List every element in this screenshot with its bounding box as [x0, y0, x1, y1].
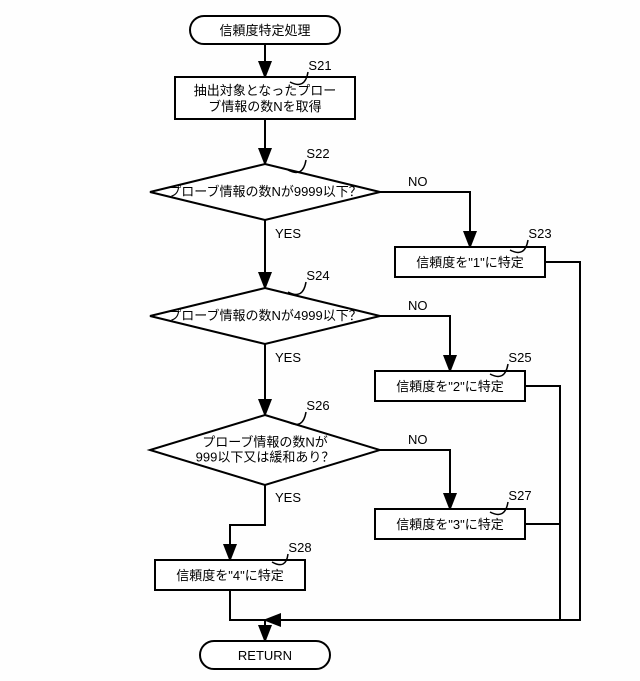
step-label-s24: S24: [306, 268, 329, 283]
step-label-s26: S26: [306, 398, 329, 413]
step-label-s23: S23: [528, 226, 551, 241]
svg-text:信頼度を"3"に特定: 信頼度を"3"に特定: [396, 517, 503, 532]
branch-s26_yes: YES: [275, 490, 301, 505]
step-label-s22: S22: [306, 146, 329, 161]
leader-s26: [288, 412, 306, 424]
step-label-s21: S21: [308, 58, 331, 73]
svg-text:プローブ情報の数Nが4999以下？: プローブ情報の数Nが4999以下？: [168, 308, 362, 323]
svg-text:ブ情報の数Nを取得: ブ情報の数Nを取得: [208, 99, 321, 114]
svg-text:999以下又は緩和あり？: 999以下又は緩和あり？: [196, 450, 335, 465]
svg-text:信頼度を"1"に特定: 信頼度を"1"に特定: [416, 255, 523, 270]
step-label-s28: S28: [288, 540, 311, 555]
svg-text:信頼度を"2"に特定: 信頼度を"2"に特定: [396, 379, 503, 394]
svg-text:RETURN: RETURN: [238, 648, 292, 663]
step-label-s27: S27: [508, 488, 531, 503]
branch-s22_yes: YES: [275, 226, 301, 241]
svg-text:信頼度特定処理: 信頼度特定処理: [219, 23, 310, 38]
svg-text:信頼度を"4"に特定: 信頼度を"4"に特定: [176, 568, 283, 583]
svg-text:抽出対象となったプロー: 抽出対象となったプロー: [194, 83, 337, 98]
step-label-s25: S25: [508, 350, 531, 365]
branch-s26_no: NO: [408, 432, 428, 447]
svg-text:プローブ情報の数Nが9999以下？: プローブ情報の数Nが9999以下？: [168, 184, 362, 199]
branch-s24_no: NO: [408, 298, 428, 313]
svg-text:プローブ情報の数Nが: プローブ情報の数Nが: [202, 435, 328, 450]
branch-s24_yes: YES: [275, 350, 301, 365]
branch-s22_no: NO: [408, 174, 428, 189]
leader-s24: [288, 282, 306, 294]
leader-s22: [288, 160, 306, 172]
